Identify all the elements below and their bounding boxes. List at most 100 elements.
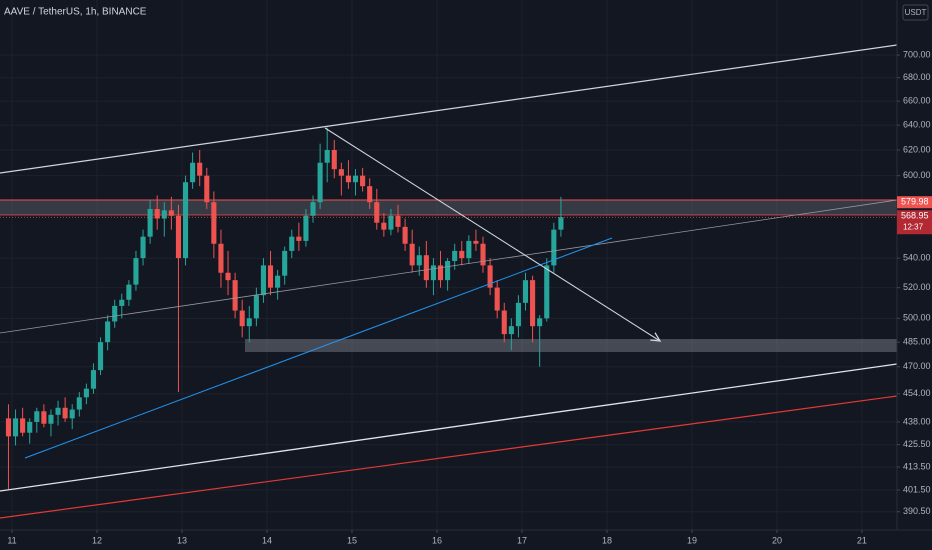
y-tick-label: 660.00 <box>903 95 931 105</box>
axes: 700.00 680.00 660.00 640.00 620.00 600.00 540.… <box>0 49 932 545</box>
candle-body <box>374 202 380 223</box>
candle-body <box>331 149 337 170</box>
trend-line <box>0 44 898 174</box>
candle-body <box>310 202 316 216</box>
candle-body <box>508 326 514 335</box>
drawings <box>0 44 898 519</box>
candle-body <box>140 236 146 259</box>
candle-body <box>41 411 47 424</box>
time-axis <box>0 530 932 550</box>
candle-body <box>161 210 167 219</box>
candle-body <box>473 240 479 244</box>
y-tick-label: 600.00 <box>903 170 931 180</box>
candles <box>5 127 564 490</box>
currency[interactable]: USDT <box>905 8 927 17</box>
last-price-box <box>897 210 932 235</box>
candle-body <box>27 421 33 433</box>
y-tick-label: 413.50 <box>903 461 931 471</box>
candle-body <box>522 280 529 303</box>
candle-body <box>395 215 401 227</box>
candle-body <box>303 215 309 241</box>
candle-body <box>289 236 295 251</box>
y-tick-label: 680.00 <box>903 72 931 82</box>
candle-body <box>530 280 536 327</box>
candle-body <box>452 250 458 262</box>
candle-body <box>537 318 543 327</box>
candle-body <box>402 226 408 244</box>
x-tick-label: 12 <box>92 535 102 545</box>
candle-body <box>211 202 217 244</box>
candle-body <box>48 414 54 424</box>
candle-body <box>5 418 12 437</box>
candle-body <box>133 258 139 285</box>
candle-body <box>282 250 288 276</box>
candle-body <box>324 149 330 163</box>
candle-body <box>260 265 266 296</box>
candle-body <box>76 397 82 410</box>
x-tick-label: 18 <box>602 535 612 545</box>
candle-body <box>239 310 245 327</box>
candle-body <box>544 265 550 319</box>
grid <box>0 0 897 530</box>
trend-line <box>0 199 898 334</box>
candle-body <box>360 175 366 187</box>
candle-body <box>168 210 174 216</box>
candle-body <box>253 295 259 319</box>
y-tick-label: 485.00 <box>903 337 931 347</box>
trend-line <box>0 395 898 519</box>
candle-body <box>466 240 472 259</box>
candle-body <box>409 243 415 266</box>
candle-body <box>381 222 387 230</box>
y-tick-label: 401.50 <box>903 484 931 494</box>
candle-body <box>154 208 160 219</box>
x-tick-label: 13 <box>177 535 187 545</box>
candle-body <box>112 305 118 322</box>
y-tick-label: 520.00 <box>903 282 931 292</box>
candle-body <box>20 418 26 433</box>
candle-body <box>551 229 557 266</box>
candle-body <box>34 411 40 422</box>
candle-body <box>416 255 422 266</box>
x-tick-label: 16 <box>432 535 442 545</box>
x-tick-label: 20 <box>772 535 782 545</box>
candle-body <box>197 162 203 176</box>
y-tick-label: 470.00 <box>903 361 931 371</box>
x-tick-label: 11 <box>7 535 16 545</box>
candle-body <box>423 255 429 281</box>
trend-line <box>24 237 613 459</box>
arrow-line <box>324 127 660 341</box>
y-tick-label: 500.00 <box>903 313 931 323</box>
candle-body <box>501 310 507 335</box>
candle-body <box>437 265 444 281</box>
marker-price-label: 579.98 <box>901 197 929 207</box>
currency-box[interactable] <box>902 4 929 21</box>
candle-body <box>296 236 302 241</box>
resistance-zone <box>0 200 897 215</box>
candle-body <box>345 175 351 183</box>
candle-body <box>246 318 252 327</box>
countdown: 12:37 <box>903 222 924 231</box>
candle-body <box>83 388 89 398</box>
x-tick-label: 15 <box>347 535 357 545</box>
chart-title: AAVE / TetherUS, 1h, BINANCE <box>4 7 147 18</box>
candle-body <box>12 418 19 437</box>
candle-body <box>119 299 125 306</box>
candle-body <box>275 275 281 288</box>
candle-body <box>90 370 97 389</box>
candle-body <box>232 280 238 311</box>
y-tick-label: 620.00 <box>903 144 931 154</box>
x-tick-label: 19 <box>687 535 697 545</box>
candle-body <box>515 302 521 327</box>
candle-body <box>62 407 68 419</box>
marker-price-box <box>897 196 932 209</box>
candle-body <box>147 208 153 237</box>
y-tick-label: 540.00 <box>903 252 931 262</box>
candle-body <box>97 342 104 371</box>
candle-body <box>55 407 61 415</box>
drawings-back <box>0 199 897 352</box>
candle-body <box>430 265 436 281</box>
x-tick-label: 21 <box>857 535 867 545</box>
candle-body <box>352 175 359 183</box>
candle-body <box>317 162 323 203</box>
candle-body <box>338 169 344 176</box>
